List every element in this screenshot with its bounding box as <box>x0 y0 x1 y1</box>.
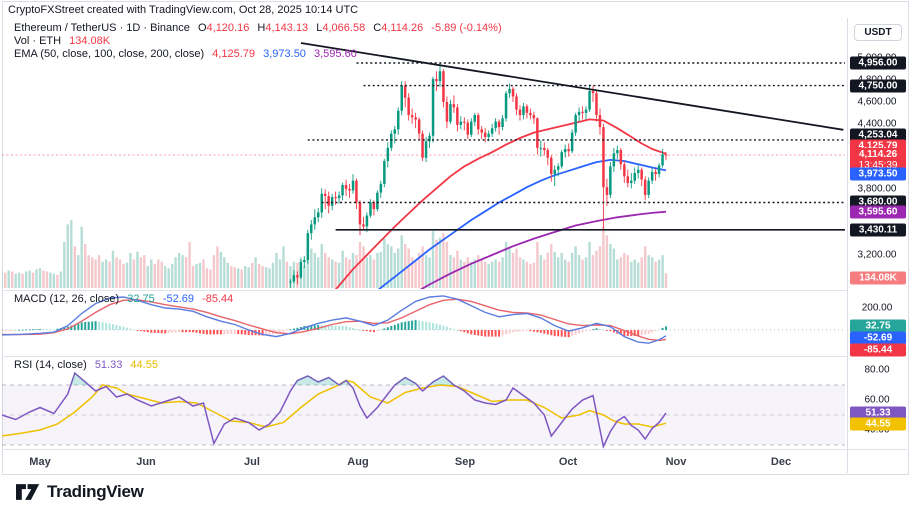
axis-macd-badge: 32.75 <box>850 319 906 333</box>
axis-price-badge: 3,595.60 <box>850 205 906 219</box>
rsi-legend-row[interactable]: RSI (14, close) 51.33 44.55 <box>14 359 158 371</box>
macd-legend-row[interactable]: MACD (12, 26, close) 32.75 -52.69 -85.44 <box>14 293 233 305</box>
axis-price-label: 3,200.00 <box>857 249 897 261</box>
open-label: O <box>197 22 207 34</box>
volume-legend-row[interactable]: Vol · ETH 134.08K <box>14 35 502 48</box>
macd-pane-layer <box>2 295 845 344</box>
rsi-line <box>2 371 667 449</box>
axis-rsi-label: 60.00 <box>864 394 890 406</box>
pane-separator-time-axis <box>2 449 907 450</box>
macd-line <box>2 295 667 344</box>
rsi-pane-layer <box>2 371 845 449</box>
axis-price-badge: 134.08K <box>850 271 906 285</box>
change-value: -5.89 (-0.14%) <box>431 22 502 34</box>
volume-bars-layer <box>2 220 668 288</box>
axis-price-label: 3,800.00 <box>857 183 897 195</box>
ema100-value: 3,973.50 <box>263 48 306 60</box>
axis-price-badge: 3,680.00 <box>850 195 906 209</box>
macd-signal-line <box>2 298 667 342</box>
month-label-jul: Jul <box>244 456 260 468</box>
axis-macd-badge: -52.69 <box>850 331 906 345</box>
rsi-value: 51.33 <box>94 359 123 371</box>
month-label-aug: Aug <box>347 456 369 468</box>
time-axis[interactable]: May Jun Jul Aug Sep Oct Nov Dec <box>0 450 847 473</box>
low-label: L <box>316 22 323 34</box>
month-label-sep: Sep <box>454 456 476 468</box>
high-label: H <box>257 22 266 34</box>
axis-price-label: 4,400.00 <box>857 118 897 130</box>
month-label-nov: Nov <box>665 456 687 468</box>
ema200-line <box>419 210 667 289</box>
macd-signal-value: -85.44 <box>202 293 234 305</box>
ema-label: EMA (50, close, 100, close, 200, close) <box>14 48 205 60</box>
pane-separator-volume-macd <box>2 290 847 291</box>
rsi-overbought-fill <box>2 373 666 385</box>
axis-price-badge: 4,750.00 <box>850 79 906 93</box>
axis-rsi-badge: 51.33 <box>850 406 906 420</box>
descending-trendline <box>300 42 844 131</box>
month-label-may: May <box>29 456 51 468</box>
axis-price-badge: 3,973.50 <box>850 167 906 181</box>
low-value: 4,066.58 <box>322 22 366 34</box>
axis-price-badge: 4,253.04 <box>850 128 906 142</box>
price-pane-layer <box>2 63 845 289</box>
ema50-value: 4,125.79 <box>212 48 256 60</box>
price-axis-separator <box>847 18 848 473</box>
month-label-jun: Jun <box>136 456 156 468</box>
month-label-oct: Oct <box>558 456 578 468</box>
axis-macd-badge: -85.44 <box>850 343 906 357</box>
axis-macd-label: 200.00 <box>861 302 893 314</box>
tradingview-branding[interactable]: TradingView <box>16 482 144 502</box>
pane-separator-macd-rsi <box>2 356 847 357</box>
ema200-value: 3,595.60 <box>314 48 357 60</box>
ema-legend-row[interactable]: EMA (50, close, 100, close, 200, close) … <box>14 48 502 61</box>
high-value: 4,143.13 <box>265 22 309 34</box>
axis-rsi-label: 80.00 <box>864 364 890 376</box>
rsi-ma-value: 44.55 <box>130 359 158 371</box>
tradingview-logo-icon <box>16 484 40 500</box>
axis-rsi-badge: 44.55 <box>850 417 906 431</box>
candles-layer <box>289 63 668 288</box>
axis-price-badge: 3,430.11 <box>850 223 906 237</box>
volume-value: 134.08K <box>69 35 111 47</box>
attribution-text: CryptoFXStreet created with TradingView.… <box>8 4 359 16</box>
price-levels-layer <box>300 42 845 231</box>
volume-label: Vol · ETH <box>14 35 62 47</box>
close-label: C <box>373 22 382 34</box>
axis-price-label: 4,600.00 <box>857 96 897 108</box>
chart-legend: Ethereum / TetherUS · 1D · Binance O4,12… <box>14 22 502 61</box>
tradingview-brand-text: TradingView <box>47 482 144 501</box>
macd-hist-value: 32.75 <box>127 293 155 305</box>
currency-unit-chip: USDT <box>854 24 902 41</box>
rsi-label: RSI (14, close) <box>14 359 87 371</box>
symbol-title: Ethereum / TetherUS · 1D · Binance <box>14 22 190 34</box>
rsi-band <box>2 385 845 445</box>
macd-label: MACD (12, 26, close) <box>14 293 120 305</box>
symbol-legend-row[interactable]: Ethereum / TetherUS · 1D · Binance O4,12… <box>14 22 502 35</box>
macd-line-value: -52.69 <box>162 293 195 305</box>
price-axis[interactable]: USDT 5,000.004,800.004,600.004,400.003,8… <box>848 0 912 473</box>
close-value: 4,114.26 <box>381 22 424 34</box>
axis-price-badge: 4,956.00 <box>850 56 906 70</box>
month-label-dec: Dec <box>770 456 792 468</box>
ema50-line <box>334 118 667 289</box>
open-value: 4,120.16 <box>206 22 250 34</box>
